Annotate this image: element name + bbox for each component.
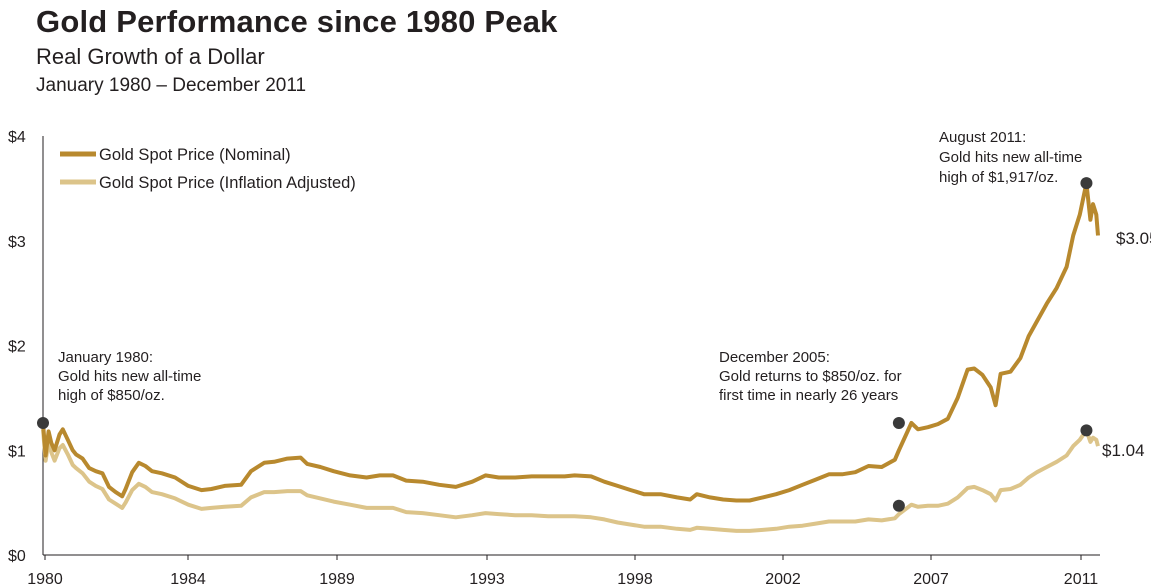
series-line-inflation-adjusted: [41, 428, 1100, 533]
y-tick-label: $4: [8, 129, 26, 146]
date-range: January 1980 – December 2011: [36, 75, 307, 96]
y-tick-label: $3: [8, 234, 26, 251]
series-line-nominal: [41, 181, 1100, 503]
highlight-marker: [1080, 424, 1093, 437]
chart-title: Gold Performance since 1980 Peak: [36, 4, 558, 39]
x-tick-label: 2007: [913, 571, 949, 588]
chart-subtitle: Real Growth of a Dollar: [36, 44, 265, 69]
tick-labels: $0 $1 $2 $3 $4 1980 1984 1989 1993 1998 2002 2007 20…: [8, 129, 1098, 588]
legend-label-nominal: Gold Spot Price (Nominal): [99, 146, 291, 164]
x-tick-label: 2011: [1064, 571, 1099, 588]
annotation-jan-1980-line-3: high of $850/oz.: [58, 387, 165, 404]
series-lines: [41, 181, 1100, 533]
highlight-marker: [892, 499, 905, 512]
y-tick-label: $1: [8, 443, 26, 460]
x-tick-label: 1998: [617, 571, 653, 588]
highlight-marker: [892, 417, 905, 430]
x-tick-label: 1989: [319, 571, 355, 588]
highlight-marker: [37, 417, 49, 430]
marker-points: [37, 177, 1093, 512]
annotation-aug-2011-line-2: Gold hits new all-time: [939, 149, 1082, 166]
end-label-real: $1.04: [1102, 441, 1145, 460]
x-tick-label: 1993: [469, 571, 505, 588]
annotation-dec-2005: December 2005: Gold returns to $850/oz. …: [719, 349, 902, 404]
x-tick-label: 1980: [27, 571, 63, 588]
y-tick-label: $2: [8, 339, 26, 356]
annotation-dec-2005-line-1: December 2005:: [719, 349, 830, 366]
highlight-marker: [1080, 177, 1093, 190]
legend-label-real: Gold Spot Price (Inflation Adjusted): [99, 174, 356, 192]
annotation-aug-2011: August 2011: Gold hits new all-time high…: [939, 129, 1082, 186]
annotation-dec-2005-line-2: Gold returns to $850/oz. for: [719, 368, 902, 385]
axes: [42, 136, 1100, 556]
annotation-jan-1980: January 1980: Gold hits new all-time hig…: [58, 349, 201, 404]
y-tick-label: $0: [8, 548, 26, 565]
legend: Gold Spot Price (Nominal) Gold Spot Pric…: [60, 146, 356, 192]
end-label-nominal: $3.05: [1116, 229, 1151, 248]
annotation-jan-1980-line-1: January 1980:: [58, 349, 153, 366]
annotation-aug-2011-line-3: high of $1,917/oz.: [939, 169, 1058, 186]
x-tick-label: 2002: [765, 571, 801, 588]
annotation-jan-1980-line-2: Gold hits new all-time: [58, 368, 201, 385]
annotation-aug-2011-line-1: August 2011:: [939, 129, 1026, 146]
x-tick-label: 1984: [170, 571, 206, 588]
annotation-dec-2005-line-3: first time in nearly 26 years: [719, 387, 898, 404]
